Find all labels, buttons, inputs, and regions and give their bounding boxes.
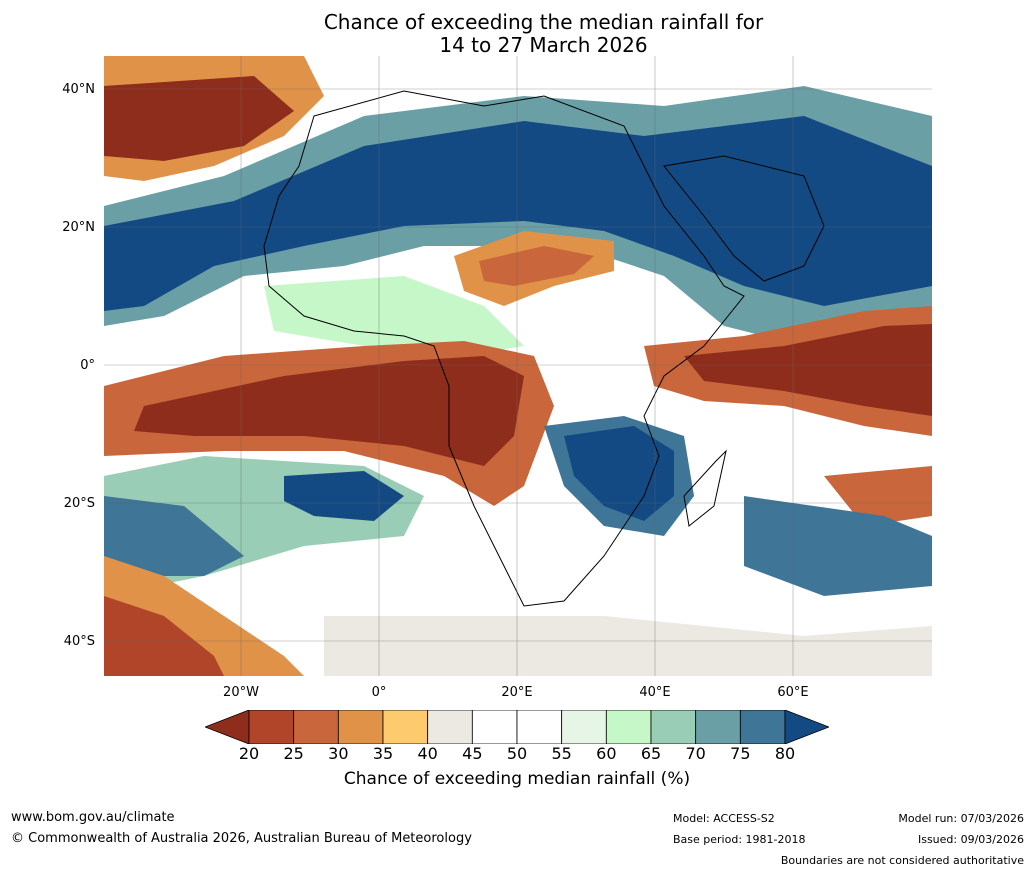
colorbar-tick-label: 75: [730, 744, 751, 763]
colorbar-tick-label: 55: [551, 744, 572, 763]
graticule: [104, 56, 932, 676]
region-very-dry-indian-ocean: [684, 324, 932, 416]
colorbar-tick-label: 60: [596, 744, 617, 763]
region-moist-west-africa: [264, 276, 524, 356]
footer-website: www.bom.gov.au/climate: [11, 810, 175, 825]
colorbar-tick-label: 35: [372, 744, 394, 763]
colorbar-tick-label: 70: [685, 744, 706, 763]
arabia-coastline: [663, 155, 825, 282]
region-very-wet-sahara-band: [104, 116, 932, 311]
colorbar-extend-high: [784, 710, 829, 744]
colorbar-tick-label: 30: [328, 744, 349, 763]
colorbar-cell: [561, 710, 607, 744]
region-very-wet-southern-africa: [564, 426, 674, 521]
lat-label-40n: 40°N: [62, 82, 95, 97]
lat-label-0: 0°: [80, 358, 95, 373]
colorbar-cell: [516, 710, 563, 744]
footer-model: Model: ACCESS-S2: [673, 812, 775, 825]
region-very-wet-south-atlantic: [284, 471, 404, 521]
colorbar-label: Chance of exceeding median rainfall (%): [343, 769, 691, 789]
region-very-dry-north-atlantic: [104, 76, 294, 161]
colorbar-cell: [650, 710, 697, 744]
rainfall-probability-map: [104, 56, 932, 676]
colorbar-tick-label: 80: [774, 744, 796, 763]
colorbar-tick-label: 65: [640, 744, 662, 763]
colorbar-tick-label: 25: [283, 744, 304, 763]
colorbar-cell: [427, 710, 473, 744]
colorbar-cell: [695, 710, 741, 744]
colorbar-tick-label: 45: [462, 744, 483, 763]
region-dry-sahel-core: [479, 246, 594, 286]
colorbar-cell: [605, 710, 652, 744]
colorbar-cell: [248, 710, 295, 744]
footer-copyright: © Commonwealth of Australia 2026, Austra…: [11, 831, 472, 846]
lon-label-60e: 60°E: [777, 685, 809, 700]
lon-label-20w: 20°W: [223, 685, 259, 700]
region-dry-south-indian: [824, 466, 932, 526]
region-wet-south-indian: [744, 496, 932, 596]
footer-model-run: Model run: 07/03/2026: [898, 812, 1024, 825]
colorbar-cell: [293, 710, 339, 744]
colorbar-extend-low: [205, 710, 250, 744]
region-very-dry-equatorial-atlantic: [134, 356, 524, 466]
lat-label-20s: 20°S: [63, 496, 95, 511]
colorbar: [205, 710, 829, 744]
lat-label-20n: 20°N: [62, 220, 95, 235]
colorbar-cell: [382, 710, 429, 744]
footer-issued: Issued: 09/03/2026: [917, 833, 1024, 846]
lon-label-20e: 20°E: [501, 685, 533, 700]
colorbar-cell: [471, 710, 518, 744]
africa-coastline: [263, 90, 745, 607]
map-title-line-1: Chance of exceeding the median rainfall …: [323, 10, 764, 34]
madagascar-coastline: [683, 449, 727, 527]
colorbar-tick-label: 20: [238, 744, 260, 763]
lon-label-0: 0°: [371, 685, 387, 700]
lon-label-40e: 40°E: [639, 685, 671, 700]
colorbar-cell: [739, 710, 786, 744]
lat-label-40s: 40°S: [63, 634, 95, 649]
colorbar-tick-label: 40: [417, 744, 438, 763]
footer-disclaimer: Boundaries are not considered authoritat…: [780, 854, 1024, 867]
region-very-dry-southwest: [104, 596, 224, 676]
region-wet-south-atlantic-west: [104, 496, 244, 576]
colorbar-tick-label: 50: [506, 744, 528, 763]
colorbar-cell: [337, 710, 384, 744]
footer-base-period: Base period: 1981-2018: [673, 833, 806, 846]
map-title-line-2: 14 to 27 March 2026: [439, 33, 648, 57]
region-near-median-south: [324, 616, 932, 676]
